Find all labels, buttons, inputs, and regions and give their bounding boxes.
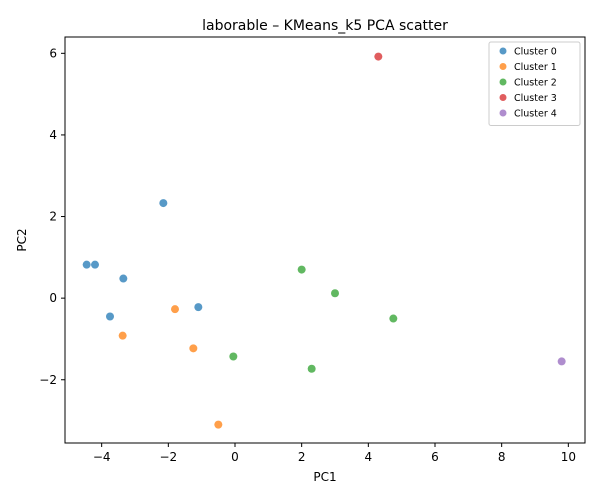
x-tick-label: 2 [298, 450, 306, 464]
x-tick-label: 6 [431, 450, 439, 464]
data-point [118, 331, 127, 340]
data-point [91, 260, 99, 269]
data-point [374, 52, 383, 61]
legend-label: Cluster 2 [514, 78, 557, 89]
data-point [82, 260, 91, 269]
ticks-layer: −4 −2 0 2 4 6 8 10 −2 0 2 4 6 [39, 46, 576, 464]
x-tick-label: 0 [231, 450, 239, 464]
legend-marker [499, 63, 507, 70]
legend-label: Cluster 3 [514, 93, 557, 104]
y-tick-label: −2 [39, 373, 57, 387]
legend-items: Cluster 0 Cluster 1 Cluster 2 Cluster 3 Clus… [499, 47, 557, 120]
data-point [119, 274, 128, 283]
x-tick-label: −4 [93, 450, 111, 464]
data-point [171, 305, 179, 314]
data-point [389, 314, 398, 323]
legend-marker [499, 78, 507, 86]
y-axis-title: PC2 [15, 228, 29, 251]
data-point [331, 289, 339, 298]
x-tick-label: 8 [498, 450, 506, 464]
legend-box [488, 41, 581, 126]
plot-frame [64, 36, 586, 444]
chart-title: laborable – KMeans_k5 PCA scatter [202, 18, 448, 34]
data-point [106, 312, 114, 321]
x-tick-label: −2 [159, 450, 177, 464]
x-axis-title: PC1 [313, 470, 336, 484]
legend-label: Cluster 4 [514, 109, 557, 120]
legend-marker [499, 94, 507, 101]
legend-label: Cluster 0 [514, 47, 557, 58]
legend: Cluster 0 Cluster 1 Cluster 2 Cluster 3 Clus… [488, 41, 581, 126]
data-point [297, 265, 306, 274]
legend-marker [499, 109, 507, 117]
data-point [307, 364, 316, 373]
y-tick-label: 2 [49, 210, 57, 224]
legend-label: Cluster 1 [514, 62, 557, 73]
data-point [194, 303, 203, 312]
data-point [214, 420, 223, 429]
x-tick-label: 4 [365, 450, 373, 464]
points-layer [82, 52, 566, 429]
data-point [557, 357, 566, 366]
data-point [229, 352, 238, 361]
y-tick-label: 0 [49, 291, 57, 305]
y-tick-label: 6 [49, 46, 57, 60]
legend-marker [499, 47, 507, 55]
data-point [159, 199, 168, 208]
data-point [189, 344, 198, 353]
x-tick-label: 10 [561, 450, 576, 464]
y-tick-label: 4 [49, 128, 57, 142]
